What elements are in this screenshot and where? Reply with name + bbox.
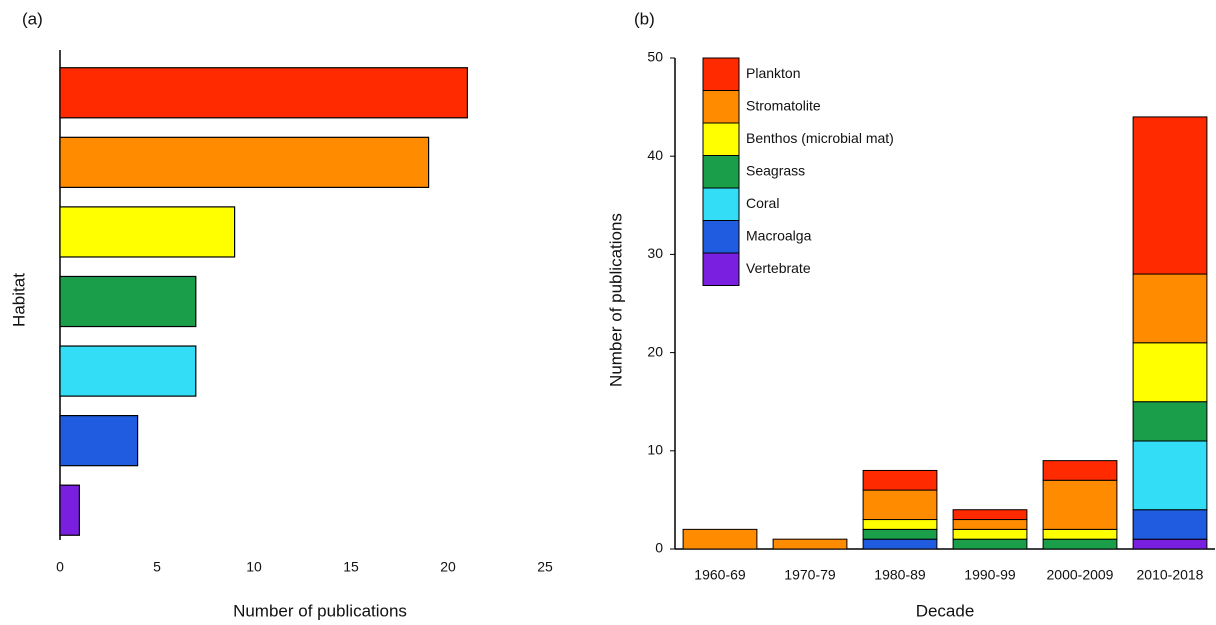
y-tick-label: 20: [647, 343, 663, 359]
bar-segment: [862, 519, 938, 530]
bar-segment: [862, 538, 938, 550]
legend-swatch: [702, 155, 740, 189]
bar: [59, 136, 430, 189]
bar-segment: [1132, 401, 1208, 442]
x-tick-label: 15: [343, 559, 359, 575]
legend-swatch: [702, 90, 740, 124]
legend-label: Plankton: [746, 65, 800, 81]
panel-label: (a): [22, 9, 43, 28]
bar-segment: [1132, 273, 1208, 344]
legend-swatch: [702, 220, 740, 254]
bar-segment: [1132, 342, 1208, 403]
legend-swatch: [702, 122, 740, 156]
x-tick-label: 1970-79: [784, 567, 836, 583]
legend-label: Stromatolite: [746, 97, 821, 113]
y-tick-label: 10: [647, 442, 663, 458]
y-tick-label: 50: [647, 49, 663, 65]
bar-segment: [862, 528, 938, 540]
x-axis-label: Number of publications: [233, 601, 407, 620]
y-axis-label: Habitat: [9, 273, 28, 327]
legend-swatch: [702, 252, 740, 286]
x-tick-label: 1960-69: [694, 567, 746, 583]
legend-swatch: [702, 57, 740, 91]
bar-segment: [1132, 440, 1208, 511]
x-tick-label: 5: [153, 559, 161, 575]
bar: [59, 414, 139, 467]
bar: [59, 345, 197, 397]
x-axis-label: Decade: [916, 601, 975, 620]
bar: [59, 206, 236, 258]
legend-label: Benthos (microbial mat): [746, 130, 894, 146]
x-tick-label: 1980-89: [874, 567, 926, 583]
bar-segment: [682, 528, 758, 550]
y-tick-label: 30: [647, 245, 663, 261]
bar-segment: [1132, 116, 1208, 275]
x-tick-label: 2010-2018: [1137, 567, 1204, 583]
bar-segment: [1042, 538, 1118, 550]
x-tick-label: 25: [537, 559, 553, 575]
bar-segment: [1132, 509, 1208, 540]
bar-segment: [952, 528, 1028, 540]
bar-segment: [772, 538, 848, 550]
x-tick-label: 1990-99: [964, 567, 1016, 583]
bar-segment: [952, 509, 1028, 521]
legend-label: Macroalga: [746, 227, 812, 243]
bar-segment: [952, 538, 1028, 550]
bar-segment: [862, 489, 938, 521]
x-tick-label: 2000-2009: [1047, 567, 1114, 583]
x-tick-label: 10: [246, 559, 262, 575]
bar-segment: [1132, 538, 1208, 550]
x-tick-label: 0: [56, 559, 64, 575]
bar-segment: [1042, 479, 1118, 530]
bar-segment: [1042, 528, 1118, 540]
bar-segment: [952, 519, 1028, 530]
bar: [59, 275, 197, 328]
bar: [59, 67, 468, 119]
y-tick-label: 40: [647, 147, 663, 163]
x-tick-label: 20: [440, 559, 456, 575]
bar-segment: [862, 469, 938, 491]
y-axis-label: Number of publications: [606, 213, 625, 387]
bar-segment: [1042, 460, 1118, 481]
legend-swatch: [702, 187, 740, 221]
legend-label: Vertebrate: [746, 260, 811, 276]
legend-label: Seagrass: [746, 162, 805, 178]
panel-label: (b): [634, 9, 655, 28]
legend-label: Coral: [746, 195, 779, 211]
y-tick-label: 0: [655, 540, 663, 556]
bar: [59, 484, 80, 536]
